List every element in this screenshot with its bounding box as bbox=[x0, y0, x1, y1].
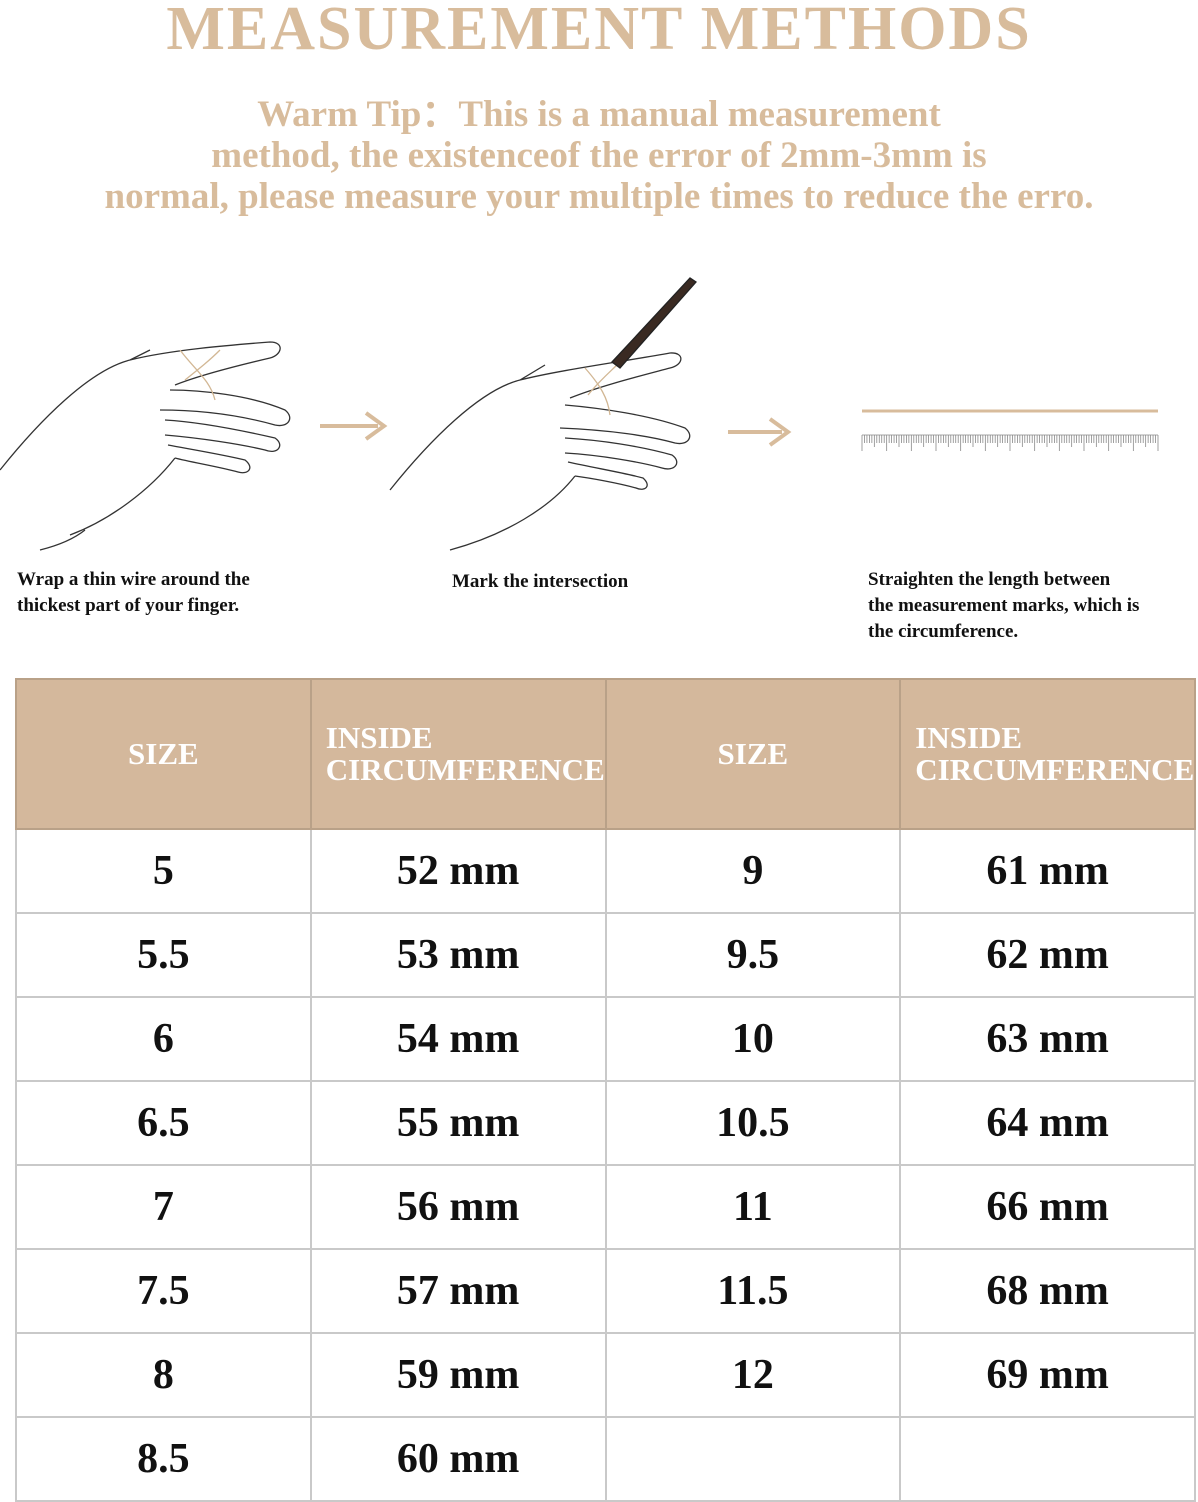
table-row: 8 59 mm 12 69 mm bbox=[15, 1332, 1196, 1418]
step-line: Mark the intersection bbox=[452, 571, 629, 592]
step-caption: Straighten the length between the measur… bbox=[868, 567, 1139, 645]
tip-line: normal, please measure your multiple tim… bbox=[104, 176, 1094, 217]
table-cell: 6 bbox=[15, 996, 312, 1082]
table-row: 5.5 53 mm 9.5 62 mm bbox=[15, 912, 1196, 998]
tip: Warm Tip：This is a manual measurement me… bbox=[0, 94, 1198, 217]
step-line: Straighten the length between bbox=[868, 569, 1111, 590]
step-line: Wrap a thin wire around the bbox=[17, 569, 250, 590]
table-cell: 62 mm bbox=[899, 912, 1196, 998]
table-cell: 11.5 bbox=[604, 1248, 902, 1334]
table-cell: 11 bbox=[604, 1164, 902, 1250]
illustration bbox=[0, 277, 1159, 551]
table-cell: 60 mm bbox=[309, 1416, 607, 1502]
table-cell: 63 mm bbox=[899, 996, 1196, 1082]
table-cell: 68 mm bbox=[899, 1248, 1196, 1334]
table-row: 6.5 55 mm 10.5 64 mm bbox=[15, 1080, 1196, 1166]
title: MEASUREMENT METHODS bbox=[166, 0, 1032, 63]
table-cell: 5.5 bbox=[15, 912, 312, 998]
table-cell: 10 bbox=[604, 996, 902, 1082]
table-cell: 8.5 bbox=[15, 1416, 312, 1502]
step-line: the circumference. bbox=[868, 621, 1019, 642]
empty-cell bbox=[604, 1416, 902, 1502]
table-cell: 59 mm bbox=[309, 1332, 607, 1418]
table-cell: 54 mm bbox=[309, 996, 607, 1082]
header-row: SIZE INSIDE CIRCUMFERENCE SIZE INSIDE CIRCU… bbox=[15, 678, 1196, 830]
table-cell: 56 mm bbox=[309, 1164, 607, 1250]
table-cell: 8 bbox=[15, 1332, 312, 1418]
table-cell: 53 mm bbox=[309, 912, 607, 998]
table-row: 5 52 mm 9 61 mm bbox=[15, 828, 1196, 914]
table-cell: 55 mm bbox=[309, 1080, 607, 1166]
table-cell: 69 mm bbox=[899, 1332, 1196, 1418]
table-row: 7 56 mm 11 66 mm bbox=[15, 1164, 1196, 1250]
size-table: SIZE INSIDE CIRCUMFERENCE SIZE INSIDE CIRCU… bbox=[15, 678, 1196, 1502]
table-cell: 57 mm bbox=[309, 1248, 607, 1334]
table-row: 7.5 57 mm 11.5 68 mm bbox=[15, 1248, 1196, 1334]
tip-line: method, the existenceof the error of 2mm… bbox=[211, 135, 987, 176]
table-cell: 12 bbox=[604, 1332, 902, 1418]
step-caption: Wrap a thin wire around the thickest par… bbox=[17, 567, 250, 619]
step-line: the measurement marks, which is bbox=[868, 595, 1140, 616]
step-caption: Mark the intersection bbox=[452, 569, 628, 595]
empty-cell bbox=[899, 1416, 1196, 1502]
table-cell: 10.5 bbox=[604, 1080, 902, 1166]
table-cell: 7 bbox=[15, 1164, 312, 1250]
column-header: SIZE bbox=[604, 678, 902, 830]
tip-line: Warm Tip：This is a manual measurement bbox=[257, 94, 941, 135]
table-cell: 64 mm bbox=[899, 1080, 1196, 1166]
table-cell: 6.5 bbox=[15, 1080, 312, 1166]
table-cell: 9 bbox=[604, 828, 902, 914]
column-header: INSIDE CIRCUMFERENCE bbox=[309, 678, 607, 830]
table-cell: 9.5 bbox=[604, 912, 902, 998]
table-row: 6 54 mm 10 63 mm bbox=[15, 996, 1196, 1082]
column-header: SIZE bbox=[15, 678, 312, 830]
table-cell: 5 bbox=[15, 828, 312, 914]
table-row: 8.5 60 mm bbox=[15, 1416, 1196, 1502]
table-cell: 61 mm bbox=[899, 828, 1196, 914]
step-line: thickest part of your finger. bbox=[17, 595, 240, 616]
table-cell: 66 mm bbox=[899, 1164, 1196, 1250]
column-header: INSIDE CIRCUMFERENCE bbox=[899, 678, 1196, 830]
table-cell: 7.5 bbox=[15, 1248, 312, 1334]
table-cell: 52 mm bbox=[309, 828, 607, 914]
